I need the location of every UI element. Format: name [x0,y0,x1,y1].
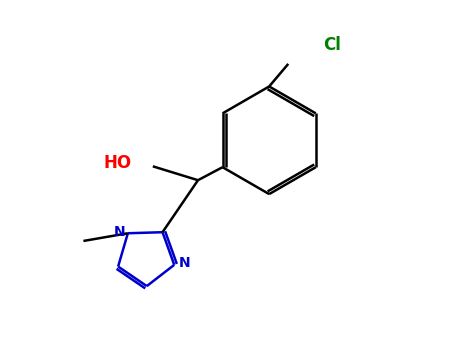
Text: HO: HO [104,154,132,172]
Text: N: N [178,257,190,271]
Text: Cl: Cl [323,36,341,54]
Text: N: N [113,225,125,239]
